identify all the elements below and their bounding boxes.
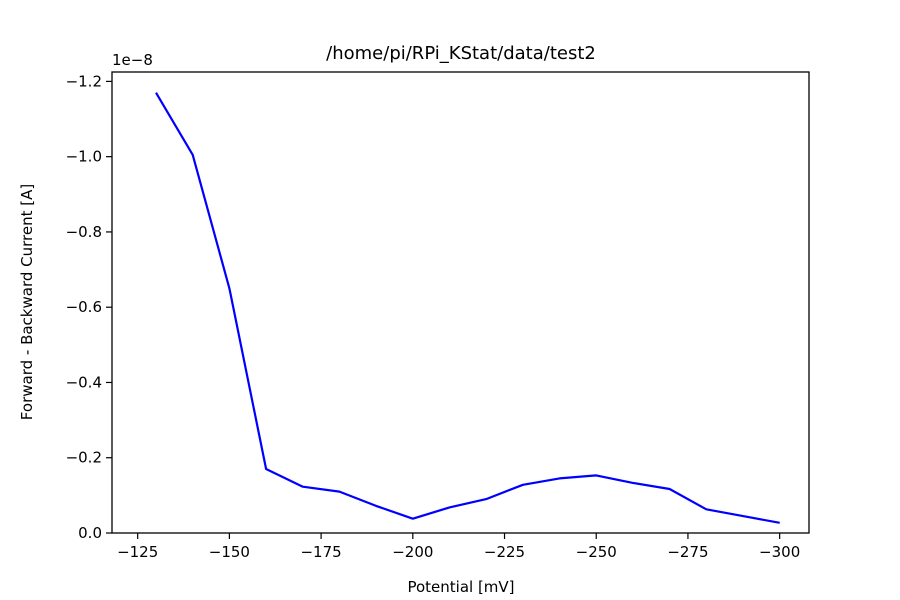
y-axis-ticks: 0.0 −0.2 −0.4 −0.6 −0.8 −1.0 −1.2 (66, 72, 112, 542)
x-tick-label: −275 (667, 543, 708, 561)
y-tick-label: −0.8 (66, 223, 102, 241)
x-tick-label: −200 (392, 543, 433, 561)
x-axis-label: Potential [mV] (407, 578, 514, 596)
y-tick-label: −0.2 (66, 449, 102, 467)
x-tick-label: −175 (300, 543, 341, 561)
y-tick-label: −1.0 (66, 148, 102, 166)
y-tick-label: −0.4 (66, 373, 102, 391)
series-layer (155, 92, 780, 524)
plot-frame (111, 71, 810, 534)
y-tick-label: −1.2 (66, 72, 102, 90)
y-axis-offset-text: 1e−8 (112, 51, 153, 69)
x-tick-label: −300 (759, 543, 800, 561)
x-tick-label: −250 (576, 543, 617, 561)
x-tick-label: −125 (117, 543, 158, 561)
y-tick-label: −0.6 (66, 298, 102, 316)
y-tick-label: 0.0 (78, 524, 102, 542)
y-axis-label: Forward - Backward Current [A] (18, 184, 36, 420)
chart-title: /home/pi/RPi_KStat/data/test2 (326, 43, 596, 64)
series-line-0 (155, 92, 780, 524)
x-axis-ticks: −125 −150 −175 −200 −225 −250 −275 −300 (117, 533, 800, 561)
x-tick-label: −150 (209, 543, 250, 561)
x-tick-label: −225 (484, 543, 525, 561)
